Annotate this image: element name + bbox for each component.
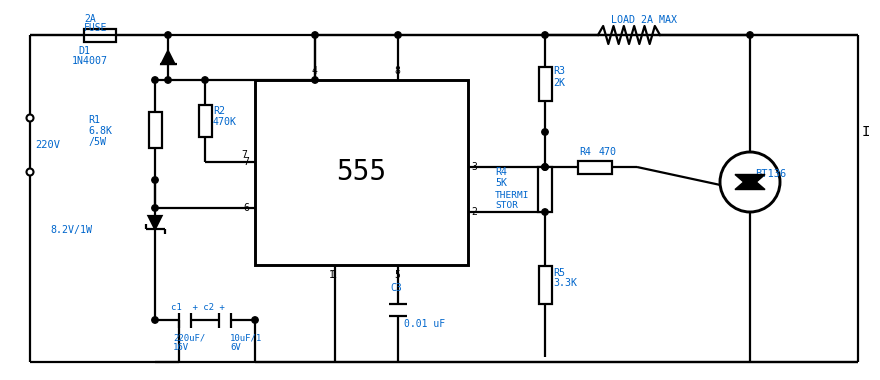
Text: 7: 7 [243,157,249,167]
Text: 470K: 470K [213,117,237,127]
Circle shape [747,32,753,38]
Circle shape [542,209,548,215]
Text: 470: 470 [599,147,617,157]
Text: 3.3K: 3.3K [553,279,577,288]
Circle shape [202,77,209,83]
Text: I: I [862,125,870,139]
Circle shape [312,32,319,38]
Text: /5W: /5W [88,137,106,147]
Bar [149,112,162,148]
Text: 220V: 220V [35,140,60,150]
Text: 6.8K: 6.8K [88,126,112,136]
Text: 220uF/: 220uF/ [173,334,205,342]
Circle shape [720,152,780,212]
Circle shape [152,317,158,323]
Polygon shape [149,216,162,229]
Text: 4: 4 [311,66,317,76]
Text: 1: 1 [331,270,337,280]
Circle shape [252,317,258,323]
Circle shape [165,32,172,38]
Polygon shape [735,176,765,190]
Circle shape [26,114,33,122]
Text: BT136: BT136 [755,169,786,179]
Text: 2K: 2K [553,78,565,87]
Text: 6: 6 [243,203,249,213]
Polygon shape [162,51,174,64]
Text: 10uF/1: 10uF/1 [230,334,262,342]
Bar [255,80,468,265]
Text: 8: 8 [394,66,400,76]
Circle shape [152,205,158,211]
Text: R1: R1 [88,115,100,125]
Bar [199,105,211,137]
Text: 16V: 16V [173,344,189,353]
Bar [578,160,612,174]
Text: 8.2V/1W: 8.2V/1W [50,225,92,236]
Circle shape [165,77,172,83]
Text: R5: R5 [553,268,565,277]
Text: 7: 7 [241,150,247,160]
Bar [539,66,552,100]
Circle shape [395,32,401,38]
Text: 3: 3 [471,162,477,172]
Text: LOAD 2A MAX: LOAD 2A MAX [611,15,677,25]
Text: 555: 555 [336,158,386,187]
Circle shape [542,32,548,38]
Bar [84,28,116,41]
Text: c1  + c2 +: c1 + c2 + [171,304,224,312]
Text: 0.01 uF: 0.01 uF [404,319,445,329]
Circle shape [312,77,319,83]
Text: 1: 1 [329,270,335,280]
Text: D1: D1 [78,46,90,56]
Text: R4: R4 [579,147,591,157]
Text: 2: 2 [471,207,477,217]
Text: R3: R3 [553,66,565,76]
Circle shape [152,177,158,183]
Polygon shape [735,174,765,187]
Text: 1N4007: 1N4007 [72,56,108,66]
Circle shape [26,168,33,176]
Circle shape [542,129,548,135]
Text: 2A: 2A [84,14,96,24]
Bar [538,167,552,212]
Text: 6V: 6V [230,344,241,353]
Circle shape [152,77,158,83]
Text: 5: 5 [394,270,400,280]
Circle shape [542,164,548,170]
Circle shape [542,164,548,170]
Text: 5K: 5K [495,178,507,188]
Text: THERMI: THERMI [495,190,530,200]
Text: R4: R4 [495,167,507,177]
Bar [539,266,552,304]
Text: FUSE: FUSE [84,23,107,33]
Text: R2: R2 [213,106,225,116]
Text: C3: C3 [390,283,402,293]
Text: STOR: STOR [495,201,518,211]
